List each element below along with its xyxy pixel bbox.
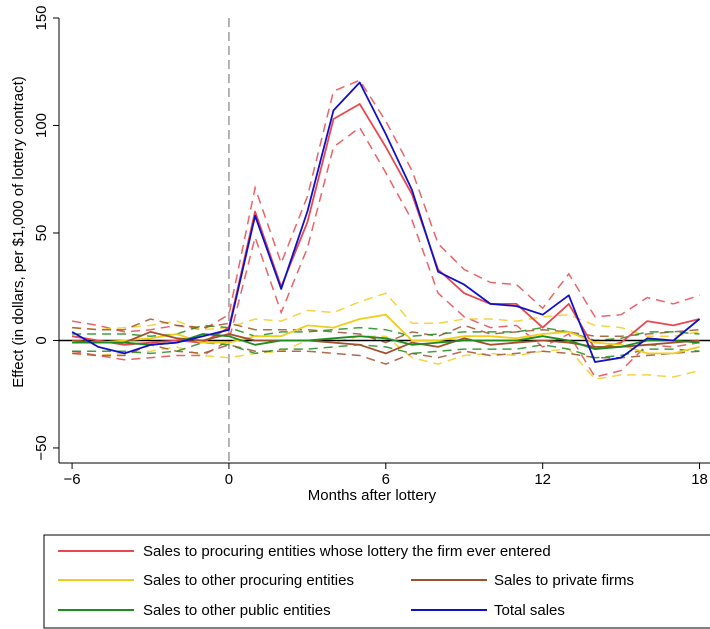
legend-box (43, 534, 710, 629)
series-1-line (72, 313, 700, 355)
y-tick-label: 50 (33, 225, 50, 242)
series-1-ci-lower-line (72, 335, 700, 381)
x-tick-label: 0 (225, 471, 233, 488)
y-tick-label: 0 (33, 336, 50, 344)
series-3-ci-lower-line (72, 341, 700, 359)
series-4-line (71, 81, 701, 363)
legend: Sales to procuring entities whose lotter… (43, 534, 710, 629)
y-tick-label: −50 (33, 435, 50, 460)
y-tick-label: 100 (33, 113, 50, 138)
series-0-line (71, 103, 700, 351)
legend-label-private-firms: Sales to private firms (494, 572, 634, 589)
legend-label-other-procuring: Sales to other procuring entities (143, 572, 354, 589)
legend-label-procuring-entered: Sales to procuring entities whose lotter… (143, 543, 551, 560)
y-tick-label: 150 (33, 5, 50, 30)
legend-label-other-public: Sales to other public entities (143, 602, 331, 619)
series-2-line (72, 330, 700, 355)
series-0-ci-lower-line (71, 126, 700, 378)
x-tick-label: 12 (534, 471, 551, 488)
legend-label-total-sales: Total sales (494, 602, 565, 619)
x-axis-title: Months after lottery (308, 487, 437, 504)
x-tick-label: −6 (64, 471, 81, 488)
x-tick-label: 6 (382, 471, 390, 488)
series-1-ci-upper-line (72, 292, 700, 337)
x-tick-label: 18 (691, 471, 708, 488)
series-2-ci-upper-line (72, 318, 700, 344)
y-axis-title: Effect (in dollars, per $1,000 of lotter… (10, 76, 27, 388)
